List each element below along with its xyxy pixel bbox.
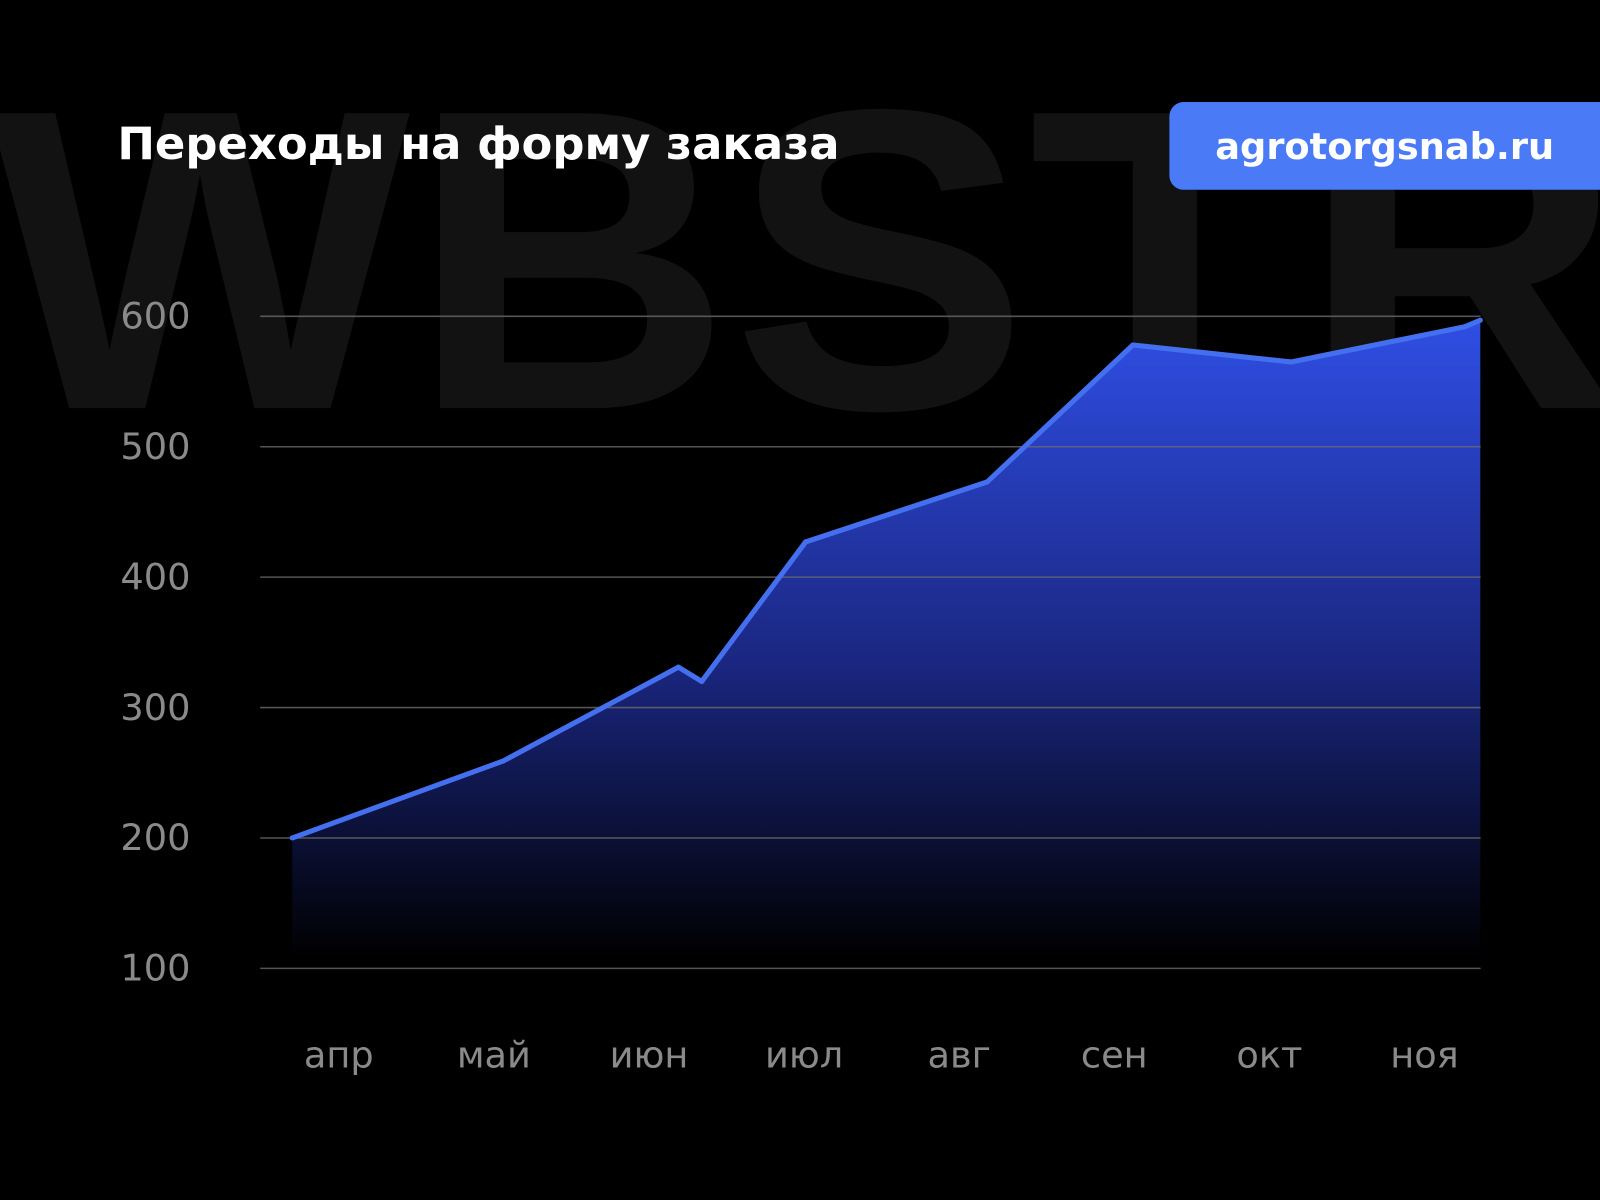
data-point (1477, 317, 1483, 323)
x-tick-label: май (457, 1033, 531, 1076)
y-tick-label: 200 (120, 816, 190, 859)
data-point (1462, 324, 1468, 330)
y-tick-label: 100 (120, 947, 190, 990)
x-tick-label: сен (1081, 1033, 1148, 1076)
grid (260, 315, 1481, 970)
data-point (289, 835, 295, 841)
y-axis: 600 500 400 300 200 100 (120, 295, 190, 990)
x-tick-label: июл (765, 1033, 843, 1076)
data-point (1130, 342, 1136, 348)
data-point (500, 758, 506, 764)
y-tick-label: 500 (120, 425, 190, 468)
x-tick-label: авг (927, 1033, 990, 1076)
badge-label: agrotorgsnab.ru (1215, 125, 1554, 168)
y-tick-label: 400 (120, 555, 190, 598)
data-point (803, 539, 809, 545)
x-tick-label: апр (304, 1033, 374, 1076)
x-tick-label: июн (610, 1033, 689, 1076)
data-point (1288, 359, 1294, 365)
y-tick-label: 300 (120, 686, 190, 729)
chart-title: Переходы на форму заказа (117, 117, 839, 170)
site-badge[interactable]: agrotorgsnab.ru (1169, 102, 1600, 190)
data-point (675, 664, 681, 670)
badge-background (1169, 102, 1600, 190)
x-axis: апр май июн июл авг сен окт ноя (304, 1033, 1459, 1076)
series-line (291, 317, 1482, 841)
data-point (984, 479, 990, 485)
data-point (699, 678, 705, 685)
x-tick-label: ноя (1390, 1033, 1459, 1076)
area-fill (292, 320, 1481, 960)
y-tick-label: 600 (120, 295, 190, 338)
x-tick-label: окт (1236, 1033, 1302, 1076)
